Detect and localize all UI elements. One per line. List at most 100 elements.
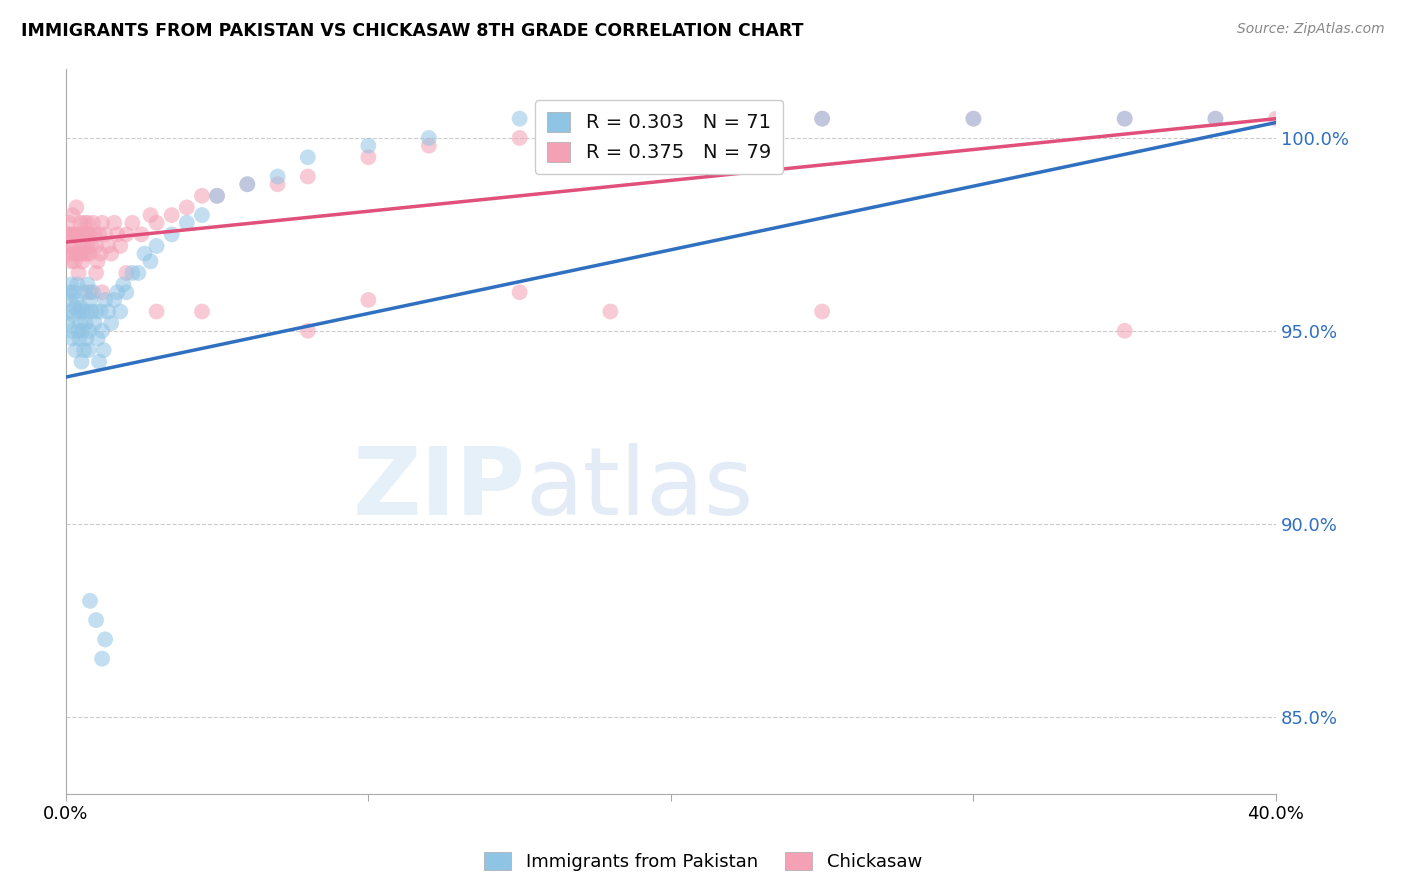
Point [65,200,87,214]
Point [75,227,97,242]
Point [176,216,198,230]
Point [160,227,183,242]
Point [297,169,319,184]
Point [84,239,107,253]
Point [509,285,531,300]
Point [962,112,984,126]
Point [69,316,91,330]
Text: atlas: atlas [526,443,754,535]
Point [58,246,80,260]
Point [79,293,101,307]
Point [84,613,107,627]
Point [79,227,101,242]
Point [127,266,149,280]
Point [811,112,834,126]
Point [58,239,80,253]
Point [84,266,107,280]
Point [87,227,110,242]
Point [60,277,83,292]
Point [139,254,162,268]
Point [110,304,132,318]
Point [65,343,87,357]
Point [75,332,97,346]
Point [60,239,83,253]
Point [72,254,94,268]
Point [73,216,96,230]
Point [77,227,100,242]
Point [62,227,84,242]
Point [69,216,91,230]
Point [66,277,89,292]
Point [62,309,84,323]
Point [79,594,101,608]
Point [121,216,143,230]
Point [236,178,259,192]
Point [77,343,100,357]
Point [1204,112,1226,126]
Point [66,324,89,338]
Point [811,112,834,126]
Point [59,227,82,242]
Point [1204,112,1226,126]
Point [266,178,288,192]
Point [83,227,105,242]
Point [76,277,98,292]
Point [58,285,80,300]
Point [65,227,87,242]
Point [79,285,101,300]
Point [66,246,89,260]
Point [134,246,156,260]
Point [76,304,98,318]
Point [60,324,83,338]
Point [66,227,89,242]
Point [76,239,98,253]
Point [73,343,96,357]
Point [56,227,79,242]
Point [659,131,682,145]
Point [357,150,380,164]
Text: IMMIGRANTS FROM PAKISTAN VS CHICKASAW 8TH GRADE CORRELATION CHART: IMMIGRANTS FROM PAKISTAN VS CHICKASAW 8T… [21,22,804,40]
Text: Source: ZipAtlas.com: Source: ZipAtlas.com [1237,22,1385,37]
Text: ZIP: ZIP [353,443,526,535]
Point [63,246,86,260]
Point [75,316,97,330]
Point [297,324,319,338]
Point [59,293,82,307]
Point [60,254,83,268]
Point [79,246,101,260]
Point [418,131,440,145]
Point [659,112,682,126]
Point [1265,112,1288,126]
Point [105,285,128,300]
Point [80,239,103,253]
Point [94,632,117,647]
Point [100,316,122,330]
Point [962,112,984,126]
Point [70,239,93,253]
Point [110,239,132,253]
Point [509,131,531,145]
Point [76,216,98,230]
Point [72,239,94,253]
Point [83,316,105,330]
Point [1114,112,1136,126]
Point [297,150,319,164]
Point [121,266,143,280]
Point [72,304,94,318]
Point [79,324,101,338]
Point [1114,112,1136,126]
Point [86,332,108,346]
Point [63,301,86,315]
Point [86,254,108,268]
Point [62,208,84,222]
Point [84,304,107,318]
Point [191,208,214,222]
Point [97,304,120,318]
Point [191,189,214,203]
Point [70,354,93,368]
Legend: R = 0.303   N = 71, R = 0.375   N = 79: R = 0.303 N = 71, R = 0.375 N = 79 [536,100,783,174]
Point [91,651,114,665]
Point [91,216,114,230]
Point [103,216,125,230]
Point [266,169,288,184]
